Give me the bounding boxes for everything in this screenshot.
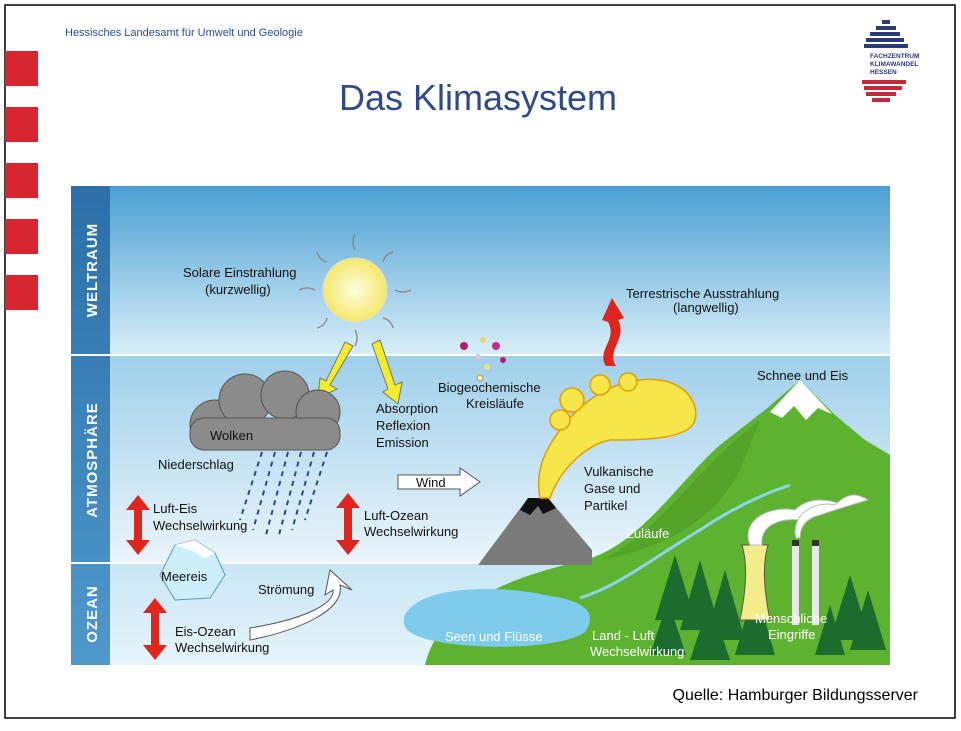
logo-text: KLIMAWANDEL (870, 61, 918, 68)
label: Zuläufe (626, 526, 669, 541)
label: Solare Einstrahlung (kurzwellig) (183, 265, 296, 297)
label: Land - Luft Wechselwirkung (590, 628, 684, 659)
climate-diagram: WELTRAUM ATMOSPHÄRE OZEAN Solare Einstra… (71, 186, 890, 665)
label: Menschliche Eingriffe (755, 611, 827, 642)
label-line: Wechselwirkung (364, 524, 458, 539)
label-line: Solare Einstrahlung (183, 265, 296, 280)
slide-title: Das Klimasystem (339, 77, 617, 118)
org-name: Hessisches Landesamt für Umwelt und Geol… (65, 27, 303, 39)
label: Wind (416, 475, 446, 490)
label-line: (kurzwellig) (205, 282, 271, 297)
label: Wolken (210, 428, 253, 443)
label: Seen und Flüsse (445, 629, 543, 644)
label-line: Biogeochemische (438, 380, 541, 395)
label-line: Terrestrische Ausstrahlung (626, 286, 779, 301)
label: Niederschlag (158, 457, 234, 472)
label-line: Eis-Ozean (175, 624, 236, 639)
layer-label: OZEAN (84, 585, 101, 643)
logo: FACHZENTRUM KLIMAWANDEL HESSEN (862, 20, 919, 102)
label-line: Menschliche (755, 611, 827, 626)
label-line: Niederschlag (158, 457, 234, 472)
label-line: Partikel (584, 498, 627, 513)
label: Vulkanische Gase und Partikel (584, 464, 654, 513)
logo-text: HESSEN (870, 69, 897, 76)
layer-label: WELTRAUM (84, 223, 101, 317)
label-line: Wechselwirkung (590, 644, 684, 659)
logo-text: FACHZENTRUM (870, 53, 919, 60)
label-line: Zuläufe (626, 526, 669, 541)
label-line: Absorption (376, 401, 438, 416)
label-line: Wind (416, 475, 446, 490)
label-line: Wechselwirkung (175, 640, 269, 655)
label: Schnee und Eis (757, 368, 849, 383)
label-line: Luft-Ozean (364, 508, 428, 523)
label: Absorption Reflexion Emission (376, 401, 438, 450)
label-line: Seen und Flüsse (445, 629, 543, 644)
label-line: Strömung (258, 582, 314, 597)
label-line: Wechselwirkung (153, 518, 247, 533)
label: Luft-Eis Wechselwirkung (153, 501, 247, 533)
label-line: Kreisläufe (466, 396, 524, 411)
dots (460, 337, 506, 382)
label: Biogeochemische Kreisläufe (438, 380, 541, 411)
label-line: Schnee und Eis (757, 368, 849, 383)
side-squares (5, 51, 38, 310)
label-line: Reflexion (376, 418, 430, 433)
layer-label: ATMOSPHÄRE (84, 402, 101, 518)
label-line: Luft-Eis (153, 501, 198, 516)
label: Eis-Ozean Wechselwirkung (175, 624, 269, 655)
label-line: Vulkanische (584, 464, 654, 479)
label: Strömung (258, 582, 314, 597)
source: Quelle: Hamburger Bildungsserver (673, 687, 919, 704)
label-line: Meereis (161, 569, 208, 584)
label-line: (langwellig) (673, 300, 739, 315)
label: Meereis (161, 569, 208, 584)
label: Luft-Ozean Wechselwirkung (364, 508, 458, 539)
label-line: Gase und (584, 481, 640, 496)
label-line: Eingriffe (768, 627, 815, 642)
label: Terrestrische Ausstrahlung (langwellig) (626, 286, 779, 315)
label-line: Land - Luft (592, 628, 655, 643)
label-line: Wolken (210, 428, 253, 443)
label-line: Emission (376, 435, 429, 450)
